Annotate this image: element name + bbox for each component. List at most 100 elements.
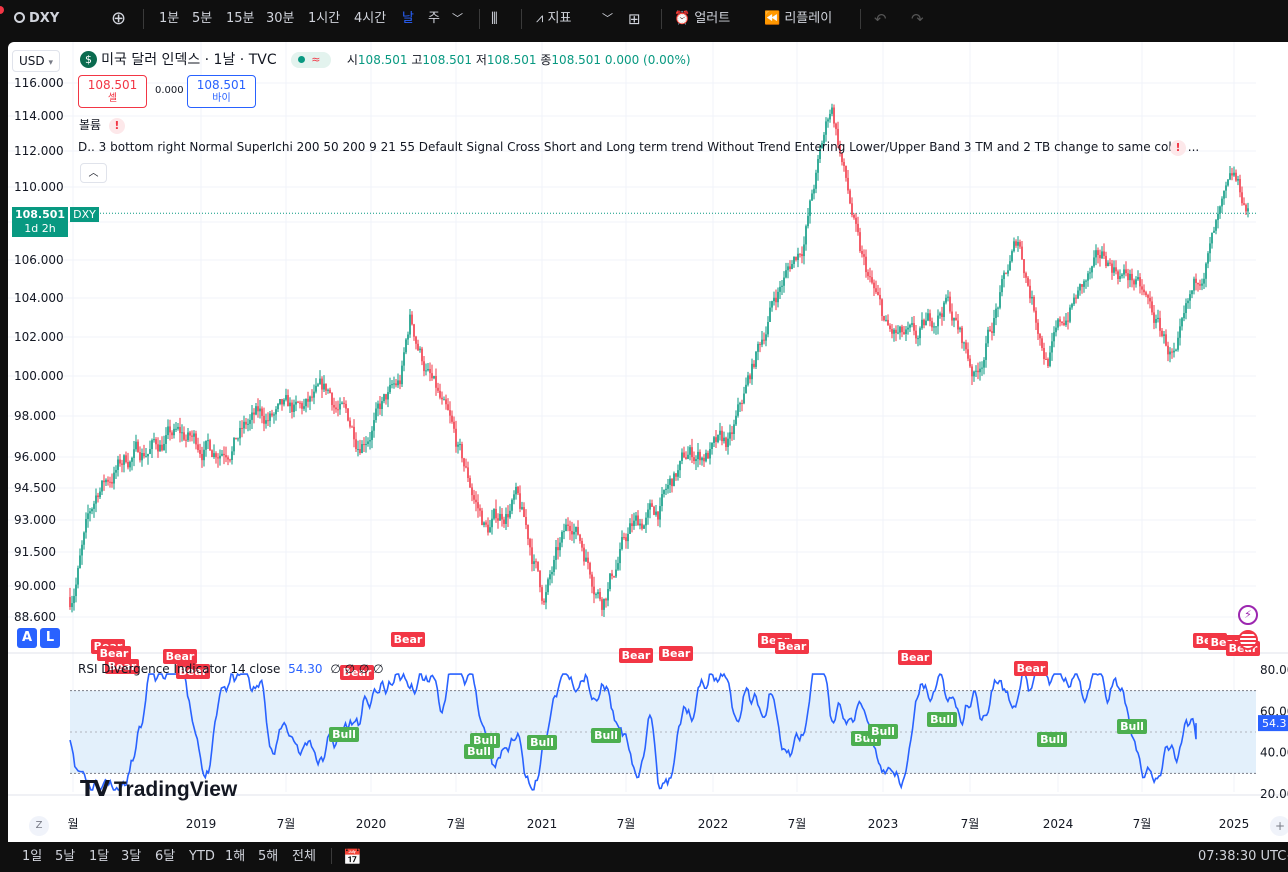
candle-body	[1071, 304, 1073, 308]
price-tick-label: 102.000	[14, 330, 64, 344]
candle-body	[667, 484, 669, 489]
candle-body	[1113, 267, 1115, 273]
candle-body	[305, 398, 307, 407]
zoom-button[interactable]: Z	[29, 816, 49, 836]
undo-icon[interactable]: ↶	[874, 10, 887, 28]
candle-body	[715, 437, 717, 442]
candle-body	[649, 503, 651, 510]
candle-body	[615, 569, 617, 577]
interval-tab[interactable]: 5분	[192, 11, 213, 26]
candle-body	[851, 203, 853, 215]
range-tab[interactable]: 5날	[55, 849, 76, 864]
candle-body	[93, 503, 95, 509]
range-tab[interactable]: 3달	[121, 849, 142, 864]
candle-body	[505, 514, 507, 524]
interval-tab[interactable]: 30분	[266, 11, 295, 26]
currency-selector[interactable]: USD ▾	[12, 50, 60, 72]
candle-body	[735, 415, 737, 425]
candle-body	[529, 539, 531, 548]
candle-body	[749, 375, 751, 380]
candle-body	[789, 266, 791, 270]
interval-tab[interactable]: 1시간	[308, 11, 341, 26]
range-tab[interactable]: 1해	[225, 849, 246, 864]
chart-canvas[interactable]: 116.000114.000112.000110.000108.000106.0…	[8, 42, 1288, 842]
candle-body	[961, 327, 963, 344]
candle-body	[567, 524, 569, 526]
indicators-dropdown-chevron-icon[interactable]: ﹀	[602, 12, 613, 25]
time-tick-label: 2022	[698, 817, 729, 831]
range-tab[interactable]: 전체	[292, 849, 316, 864]
clock-timezone[interactable]: 07:38:30 UTC+	[1198, 849, 1288, 864]
candle-body	[327, 389, 329, 391]
candle-body	[223, 453, 225, 456]
indicators-button[interactable]: ⩘ 지표	[536, 0, 571, 38]
candle-body	[591, 574, 593, 587]
range-tab[interactable]: 1일	[22, 849, 43, 864]
candle-body	[651, 503, 653, 507]
us-flag-icon[interactable]	[1238, 630, 1258, 650]
interval-tab[interactable]: 주	[428, 11, 440, 26]
buy-button[interactable]: 108.501 바이	[187, 75, 256, 108]
candle-body	[819, 148, 821, 160]
buy-label: 바이	[212, 93, 231, 104]
candle-body	[445, 399, 447, 405]
candle-body	[173, 428, 175, 436]
range-tab[interactable]: 5해	[258, 849, 279, 864]
indicator-legend[interactable]: D.. 3 bottom right Normal SuperIchi 200 …	[78, 140, 1199, 154]
candle-body	[1137, 277, 1139, 280]
compare-add-icon[interactable]: ⊕	[111, 8, 127, 29]
candle-body	[157, 444, 159, 452]
scale-settings-plus-icon[interactable]: +	[1270, 816, 1288, 836]
candle-body	[1219, 206, 1221, 214]
range-tab[interactable]: 6달	[155, 849, 176, 864]
candle-body	[79, 555, 81, 569]
symbol-title[interactable]: 미국 달러 인덱스 · 1날 · TVC	[101, 52, 277, 68]
error-icon[interactable]: !	[108, 118, 125, 134]
candle-body	[845, 165, 847, 178]
candle-body	[765, 334, 767, 341]
candle-body	[89, 511, 91, 514]
market-status-badge[interactable]: ≈	[290, 52, 331, 68]
volume-legend[interactable]: 볼륨 !	[79, 116, 125, 134]
candle-body	[429, 368, 431, 374]
interval-tab[interactable]: 날	[402, 11, 414, 26]
range-tab[interactable]: YTD	[189, 849, 215, 864]
symbol-name: DXY	[29, 11, 60, 26]
interval-dropdown-chevron-icon[interactable]: ﹀	[452, 12, 463, 25]
sell-button[interactable]: 108.501 셀	[78, 75, 147, 108]
interval-tab[interactable]: 1분	[159, 11, 180, 26]
sell-label: 셀	[107, 93, 118, 104]
candle-body	[239, 427, 241, 439]
candle-type-icon[interactable]: ⫴	[491, 9, 498, 28]
candle-body	[1161, 330, 1163, 336]
alert-button[interactable]: ⏰ 얼러트	[674, 0, 730, 38]
candle-body	[87, 513, 89, 519]
calendar-icon[interactable]: 📅	[343, 848, 362, 866]
tradingview-logo[interactable]: 𝗧𝗩 TradingView	[80, 776, 237, 802]
candle-body	[1225, 185, 1227, 191]
lightning-icon[interactable]: ⚡	[1238, 605, 1258, 625]
log-scale-button[interactable]: L	[40, 628, 60, 648]
price-tick-label: 90.000	[14, 579, 56, 593]
interval-tab[interactable]: 4시간	[354, 11, 387, 26]
candle-body	[439, 390, 441, 398]
bar-countdown: 1d 2h	[24, 222, 56, 235]
candle-body	[299, 402, 301, 404]
bear-signal-badge	[898, 650, 932, 665]
layout-grid-icon[interactable]: ⊞	[628, 10, 641, 28]
candle-body	[145, 456, 147, 458]
symbol-search[interactable]: DXY	[14, 0, 59, 38]
collapse-legend-chevron-up-icon[interactable]: ︿	[80, 163, 107, 183]
rsi-legend[interactable]: RSI Divergence Indicator 14 close 54.30 …	[78, 662, 384, 676]
range-tab[interactable]: 1달	[89, 849, 110, 864]
indicator-error-icon[interactable]: !	[1170, 140, 1186, 156]
candle-body	[877, 292, 879, 295]
redo-icon[interactable]: ↷	[911, 10, 924, 28]
replay-button[interactable]: ⏪ 리플레이	[764, 0, 832, 38]
interval-tab[interactable]: 15분	[226, 11, 255, 26]
candle-body	[843, 162, 845, 166]
chart-area[interactable]: 116.000114.000112.000110.000108.000106.0…	[8, 42, 1288, 842]
candle-body	[681, 452, 683, 461]
auto-scale-button[interactable]: A	[17, 628, 37, 648]
candle-body	[465, 466, 467, 468]
